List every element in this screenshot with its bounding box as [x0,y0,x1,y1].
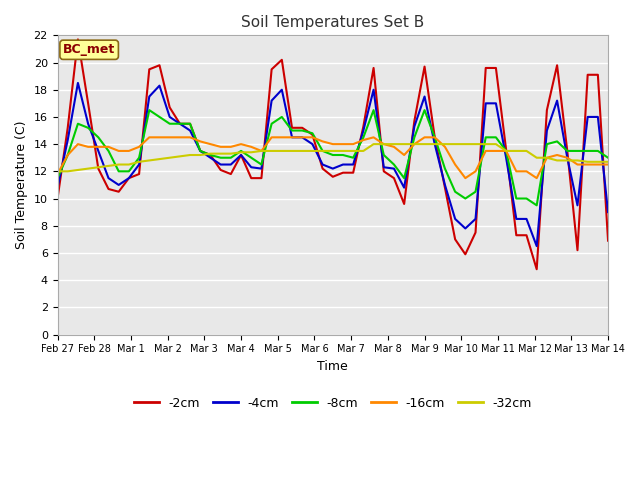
-16cm [115,148,122,154]
-2cm [563,148,571,154]
-4cm [196,148,204,154]
-16cm [196,139,204,144]
-2cm [594,72,602,78]
-8cm [268,121,275,127]
-4cm [125,175,132,181]
-32cm [257,148,265,154]
X-axis label: Time: Time [317,360,348,373]
-2cm [268,66,275,72]
-16cm [563,155,571,161]
Legend: -2cm, -4cm, -8cm, -16cm, -32cm: -2cm, -4cm, -8cm, -16cm, -32cm [129,392,537,415]
-32cm [54,168,61,174]
Line: -16cm: -16cm [58,137,608,178]
Line: -4cm: -4cm [58,83,608,246]
-4cm [54,185,61,191]
-2cm [196,148,204,154]
-2cm [604,238,612,243]
-4cm [533,243,541,249]
Y-axis label: Soil Temperature (C): Soil Temperature (C) [15,120,28,249]
-4cm [594,114,602,120]
-8cm [166,121,173,127]
-4cm [74,80,82,86]
-16cm [145,134,153,140]
-4cm [604,209,612,215]
-4cm [268,98,275,104]
-2cm [125,175,132,181]
-32cm [604,159,612,165]
-4cm [563,155,571,161]
-32cm [115,162,122,168]
-16cm [461,175,469,181]
-4cm [166,114,173,120]
-8cm [196,148,204,154]
-32cm [156,156,163,162]
-32cm [186,152,194,158]
-8cm [145,107,153,113]
Title: Soil Temperatures Set B: Soil Temperatures Set B [241,15,424,30]
-2cm [54,196,61,202]
-16cm [54,171,61,177]
-32cm [594,159,602,165]
-8cm [604,155,612,161]
Line: -2cm: -2cm [58,39,608,269]
Line: -8cm: -8cm [58,110,608,205]
-2cm [533,266,541,272]
-16cm [268,134,275,140]
-8cm [594,148,602,154]
-8cm [533,203,541,208]
-16cm [166,134,173,140]
-32cm [553,157,561,163]
-8cm [115,168,122,174]
Text: BC_met: BC_met [63,43,115,56]
-16cm [604,162,612,168]
Line: -32cm: -32cm [58,144,608,171]
-32cm [370,141,378,147]
-8cm [563,148,571,154]
-16cm [594,162,602,168]
-8cm [54,175,61,181]
-2cm [166,105,173,110]
-2cm [74,36,82,42]
